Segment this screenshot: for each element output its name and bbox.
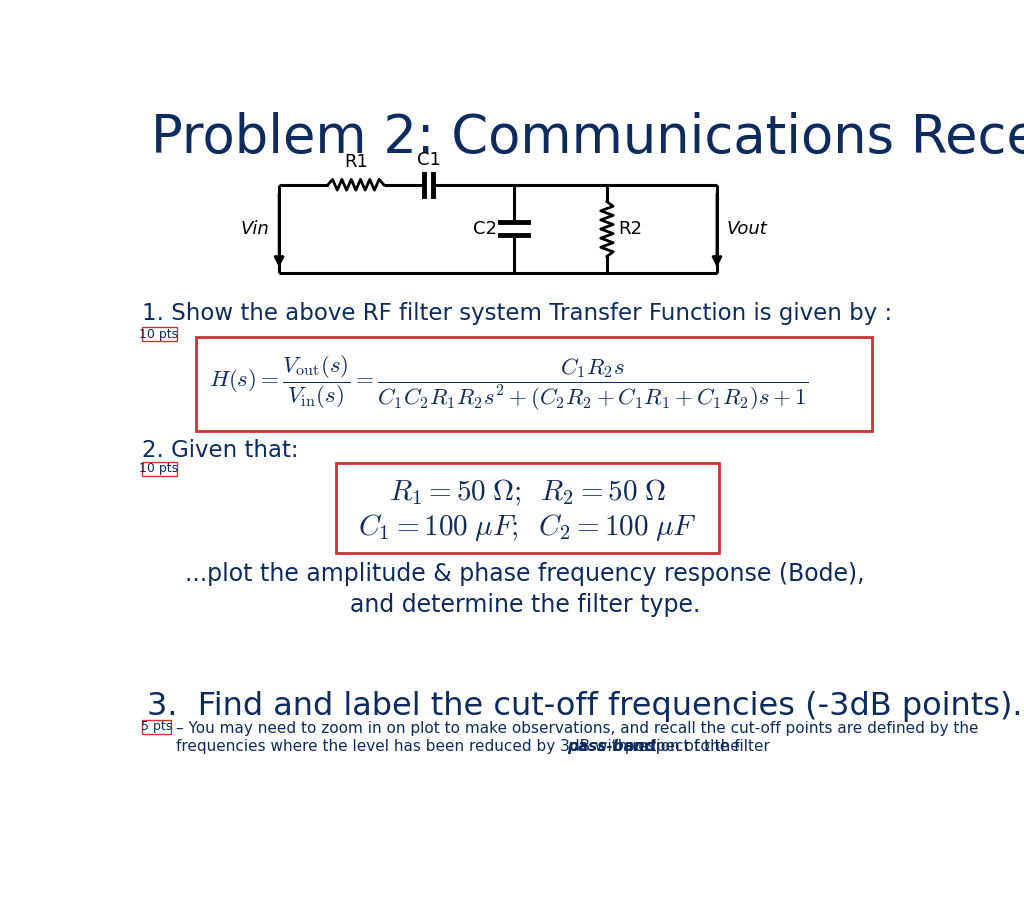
Text: and determine the filter type.: and determine the filter type. bbox=[349, 593, 700, 617]
Text: $H(s)=\dfrac{V_{\mathrm{out}}(s)}{V_{\mathrm{in}}(s)}=\dfrac{C_1R_2s}{C_1C_2R_1R: $H(s)=\dfrac{V_{\mathrm{out}}(s)}{V_{\ma… bbox=[209, 354, 809, 413]
Text: 5 pts: 5 pts bbox=[141, 720, 172, 734]
Text: $R_1=50\;\Omega;\;\;R_2=50\;\Omega$: $R_1=50\;\Omega;\;\;R_2=50\;\Omega$ bbox=[389, 478, 666, 508]
Text: 10 pts: 10 pts bbox=[139, 462, 178, 475]
Text: C2: C2 bbox=[473, 220, 497, 238]
Bar bbox=[197, 338, 872, 431]
Text: Problem 2: Communications Receiver: Problem 2: Communications Receiver bbox=[152, 111, 1024, 163]
Text: R2: R2 bbox=[618, 220, 643, 238]
Text: portion of the filter: portion of the filter bbox=[621, 739, 770, 754]
Text: pass-band: pass-band bbox=[567, 739, 656, 754]
Text: 10 pts: 10 pts bbox=[139, 328, 178, 340]
Text: 2. Given that:: 2. Given that: bbox=[142, 439, 298, 462]
Text: Vout: Vout bbox=[726, 220, 767, 238]
Text: C1: C1 bbox=[417, 152, 440, 170]
Text: – You may need to zoom in on plot to make observations, and recall the cut-off p: – You may need to zoom in on plot to mak… bbox=[176, 721, 979, 735]
Text: Vin: Vin bbox=[241, 220, 270, 238]
Text: $C_1=100\;\mu F;\;\;C_2=100\;\mu F$: $C_1=100\;\mu F;\;\;C_2=100\;\mu F$ bbox=[358, 512, 696, 543]
Bar bbox=[142, 462, 177, 476]
Text: R1: R1 bbox=[344, 153, 368, 171]
Bar bbox=[142, 720, 171, 734]
Bar bbox=[142, 327, 177, 341]
Text: 1. Show the above RF filter system Transfer Function is given by :: 1. Show the above RF filter system Trans… bbox=[142, 302, 892, 325]
Text: ...plot the amplitude & phase frequency response (Bode),: ...plot the amplitude & phase frequency … bbox=[185, 562, 864, 586]
Text: 3.  Find and label the cut-off frequencies (-3dB points).: 3. Find and label the cut-off frequencie… bbox=[147, 691, 1023, 722]
Bar bbox=[336, 463, 719, 553]
Text: frequencies where the level has been reduced by 3dB with respect to the: frequencies where the level has been red… bbox=[176, 739, 744, 754]
